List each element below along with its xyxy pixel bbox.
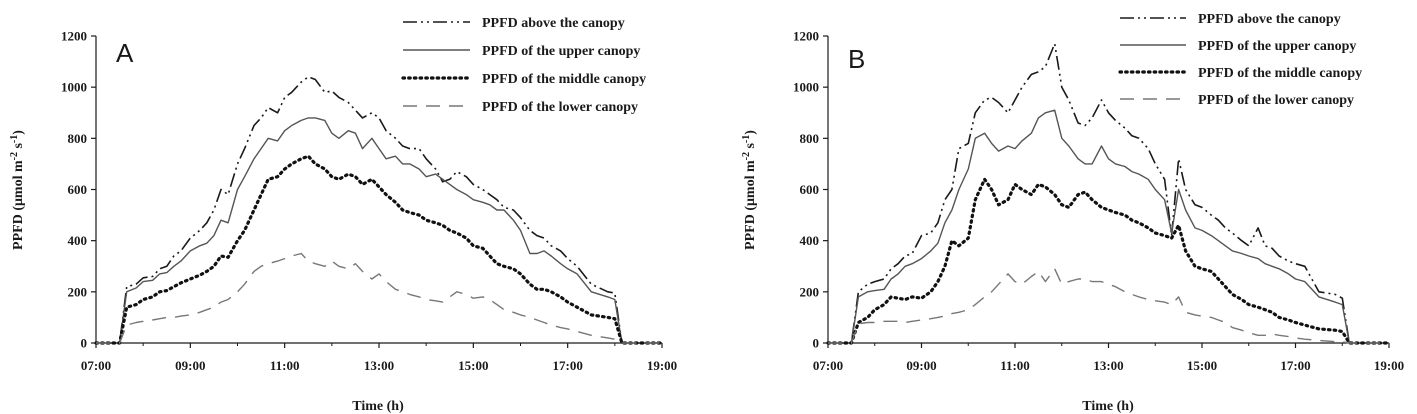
y-tick-label: 800 bbox=[68, 131, 88, 146]
y-tick-label: 600 bbox=[68, 182, 88, 197]
x-tick-label: 19:00 bbox=[1374, 358, 1404, 373]
legend-label: PPFD of the middle canopy bbox=[482, 72, 646, 87]
panel-label: B bbox=[848, 44, 865, 74]
x-tick-label: 15:00 bbox=[1187, 358, 1217, 373]
y-tick-label: 1000 bbox=[61, 80, 87, 95]
series-line-1 bbox=[828, 42, 1389, 344]
legend-label: PPFD above the canopy bbox=[482, 16, 625, 31]
panel-label: A bbox=[116, 38, 134, 68]
y-tick-label: 0 bbox=[813, 336, 820, 351]
x-tick-label: 07:00 bbox=[81, 358, 111, 373]
y-tick-label: 600 bbox=[800, 182, 820, 197]
y-tick-label: 1200 bbox=[793, 29, 819, 44]
chart-panel-B: 0 200 400 600 800 1000 1200 07:00 09:00 11:00 13:0… bbox=[741, 12, 1404, 414]
x-tick-label: 19:00 bbox=[647, 358, 677, 373]
chart-panel-A: 0 200 400 600 800 1000 1200 07:00 09:00 11:00 13:0… bbox=[9, 16, 677, 414]
y-tick-label: 200 bbox=[800, 284, 820, 299]
y-tick-label: 1200 bbox=[61, 29, 87, 44]
legend-label: PPFD of the upper canopy bbox=[482, 44, 640, 59]
y-axis-title: PPFD (μmol m-2 s-1) bbox=[9, 130, 26, 250]
x-tick-label: 13:00 bbox=[364, 358, 394, 373]
y-tick-label: 0 bbox=[81, 336, 88, 351]
legend-label: PPFD of the middle canopy bbox=[1198, 66, 1362, 81]
series-line-1 bbox=[96, 76, 662, 344]
x-tick-label: 11:00 bbox=[270, 358, 300, 373]
x-tick-label: 09:00 bbox=[175, 358, 205, 373]
series-line-2 bbox=[828, 109, 1389, 344]
legend-label: PPFD above the canopy bbox=[1198, 12, 1341, 27]
legend-label: PPFD of the lower canopy bbox=[1198, 93, 1354, 108]
x-tick-label: 17:00 bbox=[1280, 358, 1310, 373]
x-tick-label: 07:00 bbox=[813, 358, 843, 373]
series-line-4 bbox=[96, 252, 662, 344]
series-line-3 bbox=[826, 177, 1391, 345]
x-tick-label: 17:00 bbox=[552, 358, 582, 373]
series-line-2 bbox=[96, 117, 662, 344]
legend-label: PPFD of the upper canopy bbox=[1198, 39, 1356, 54]
legend-label: PPFD of the lower canopy bbox=[482, 100, 638, 115]
y-axis-title: PPFD (μmol m-2 s-1) bbox=[741, 130, 758, 250]
y-tick-label: 800 bbox=[800, 131, 820, 146]
x-axis-title: Time (h) bbox=[352, 399, 404, 414]
x-tick-label: 09:00 bbox=[906, 358, 936, 373]
y-tick-label: 1000 bbox=[793, 80, 819, 95]
x-tick-label: 15:00 bbox=[458, 358, 488, 373]
x-axis-title: Time (h) bbox=[1082, 399, 1134, 414]
x-tick-label: 13:00 bbox=[1093, 358, 1123, 373]
y-tick-label: 400 bbox=[800, 233, 820, 248]
y-tick-label: 400 bbox=[68, 233, 88, 248]
series-line-3 bbox=[94, 154, 664, 345]
x-tick-label: 11:00 bbox=[1000, 358, 1030, 373]
series-line-4 bbox=[828, 268, 1389, 344]
y-tick-label: 200 bbox=[68, 284, 88, 299]
